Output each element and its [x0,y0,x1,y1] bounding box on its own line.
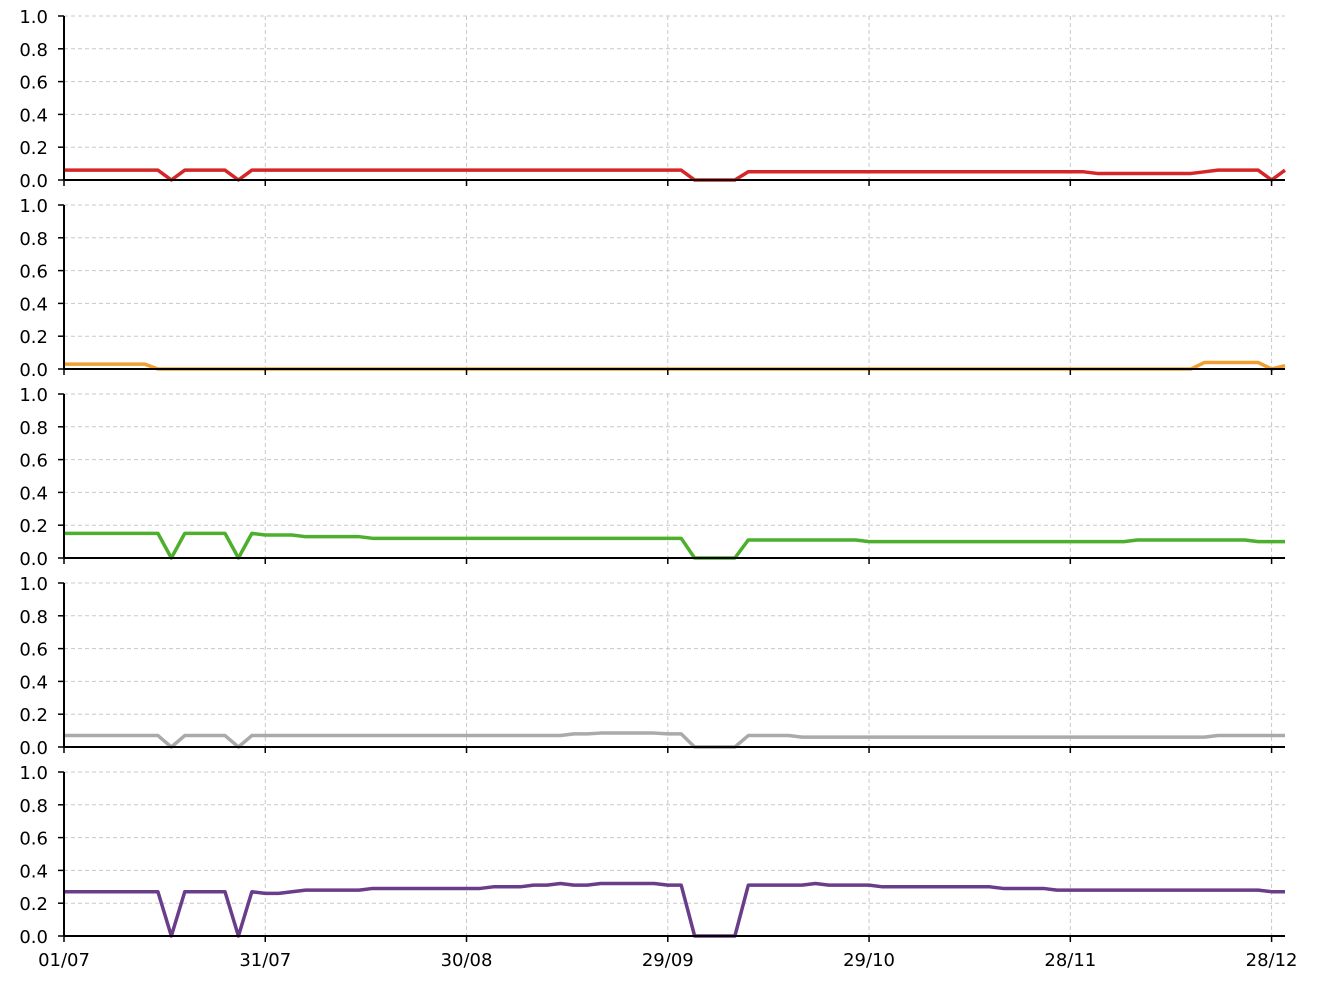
y-tick-label: 0.8 [19,229,48,250]
y-tick-label: 0.0 [19,171,48,192]
y-tick-label: 0.4 [19,861,48,882]
x-tick-label: 28/11 [1044,950,1096,971]
y-tick-label: 0.0 [19,738,48,759]
y-tick-label: 0.4 [19,672,48,693]
y-tick-label: 0.2 [19,138,48,159]
x-tick-label: 29/10 [843,950,895,971]
y-tick-label: 0.8 [19,418,48,439]
y-tick-label: 0.4 [19,294,48,315]
y-tick-label: 0.8 [19,40,48,61]
x-tick-label: 30/08 [441,950,493,971]
y-tick-label: 0.6 [19,640,48,661]
y-tick-label: 0.4 [19,483,48,504]
data-line [64,168,1287,182]
x-tick-label: 28/12 [1246,950,1298,971]
y-tick-label: 0.6 [19,451,48,472]
y-tick-label: 1.0 [19,574,48,595]
y-tick-label: 0.2 [19,894,48,915]
y-tick-label: 0.2 [19,516,48,537]
data-line [64,531,1285,560]
y-tick-label: 0.2 [19,705,48,726]
y-tick-label: 0.6 [19,829,48,850]
y-tick-label: 0.6 [19,262,48,283]
y-tick-label: 0.8 [19,607,48,628]
y-tick-label: 1.0 [19,385,48,406]
y-tick-label: 1.0 [19,763,48,784]
y-tick-label: 0.2 [19,327,48,348]
x-tick-label: 29/09 [642,950,694,971]
y-tick-label: 1.0 [19,196,48,217]
data-line [64,731,1285,749]
y-tick-label: 0.4 [19,105,48,126]
x-tick-label: 01/07 [38,950,90,971]
y-tick-label: 0.8 [19,796,48,817]
data-line [64,881,1285,938]
y-tick-label: 0.6 [19,73,48,94]
y-tick-label: 0.0 [19,360,48,381]
y-tick-label: 0.0 [19,927,48,948]
y-tick-label: 0.0 [19,549,48,570]
y-tick-label: 1.0 [19,7,48,28]
x-tick-label: 31/07 [239,950,291,971]
